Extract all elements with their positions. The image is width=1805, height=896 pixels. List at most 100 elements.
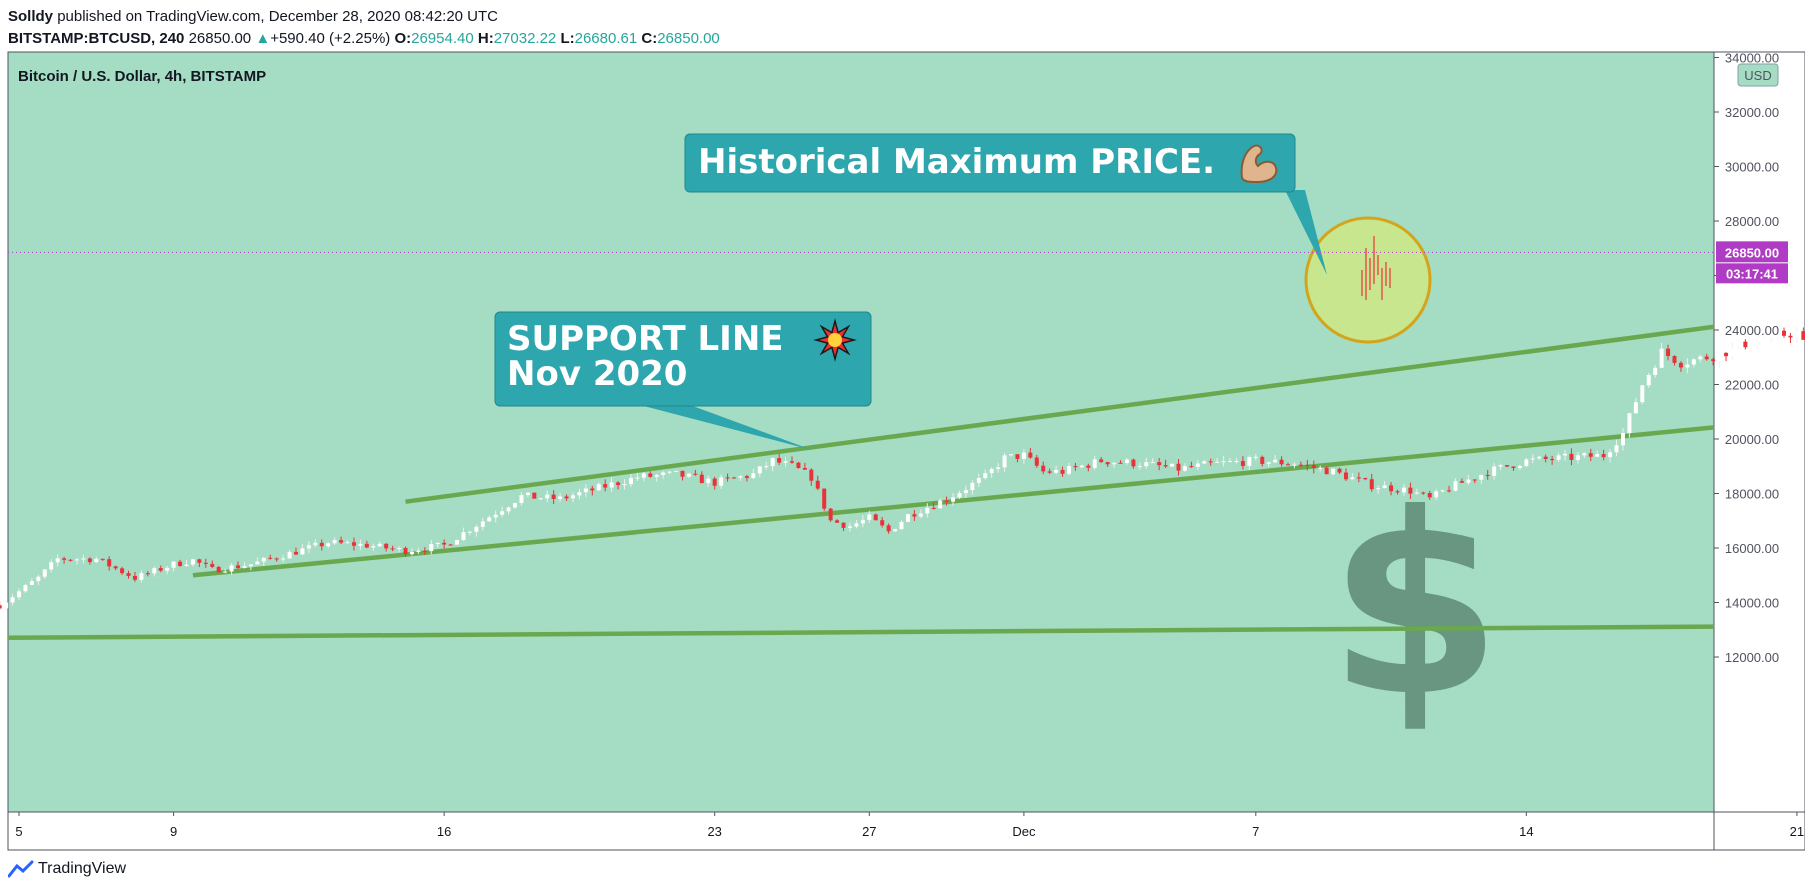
candle-body [564,496,569,499]
candle-body [1421,492,1426,494]
candle-body [1350,477,1355,480]
candle-body [1479,474,1484,480]
candle-body [1453,481,1458,491]
candle-body [1620,433,1625,446]
support-line[interactable] [0,622,1805,640]
candle-body [1659,348,1664,368]
candle-body [1331,468,1336,475]
candle-body [796,462,801,468]
candle-body [1614,445,1619,453]
max-price-callout[interactable] [684,133,1296,193]
candle-body [416,550,421,552]
support-callout-line2: Nov 2020 [507,354,687,394]
candle-body [648,473,653,477]
price-axis[interactable]: 12000.00 14000.00 16000.00 18000.00 20000.00… [8,51,1788,666]
candle-body [847,526,852,528]
candle-body [1788,335,1793,338]
candle-body [1556,455,1561,460]
flexed-biceps-icon [1240,144,1278,184]
tradingview-brand-label: TradingView [38,860,127,877]
candle-body [319,542,324,547]
candle-body [635,477,640,479]
highlight-circle-shape[interactable] [1304,216,1432,344]
candle-body [17,591,21,598]
candle-body [1678,362,1683,368]
candle-body [1376,488,1381,490]
candle-body [1118,462,1123,464]
candle-body [841,522,846,528]
candle-body [1389,485,1394,492]
candle-body [1575,455,1580,460]
candle-body [1015,454,1020,459]
ohlc-legend: BITSTAMP:BTCUSD, 240 26850.00 ▲+590.40 (… [8,28,720,49]
candles [0,325,1805,611]
candle-body [1530,458,1535,460]
candle-body [996,467,1001,469]
close-label: C: [641,30,658,47]
candle-body [10,597,15,603]
candle-body [609,482,614,488]
candle-body [1305,464,1310,466]
candle-body [351,542,356,546]
candle-body [1234,461,1239,463]
candle-body [764,466,769,468]
candle-body [983,473,988,479]
currency-badge-box [1737,63,1779,87]
candle-body [268,557,273,559]
candle-body [1459,481,1464,483]
candle-body [1588,453,1593,457]
candle-body [1144,462,1149,467]
price-tick-label: 28000.00 [1725,214,1779,229]
support-line[interactable] [405,254,1805,504]
candle-body [603,484,608,488]
candle-body [506,507,511,512]
candle-body [1208,461,1213,463]
candle-body [332,540,337,544]
candle-body [1047,471,1052,473]
candle-body [1601,454,1606,458]
candle-body [1073,466,1078,468]
low-value: 26680.61 [574,30,638,47]
last-price-tag-label: 26850.00 [1725,245,1779,260]
candle-body [339,540,344,543]
candle-body [23,584,28,592]
candle-body [1691,359,1696,365]
candle-body [1221,461,1226,463]
candle-body [899,521,904,530]
candle-body [519,495,524,503]
candle-body [712,478,717,486]
candle-body [1563,453,1567,456]
candle-body [422,550,427,552]
support-lines[interactable] [0,254,1805,640]
candle-body [577,492,582,496]
candle-body [409,551,414,555]
candle-body [223,571,228,573]
candle-body [1505,465,1510,467]
highlight-circle[interactable] [1304,216,1432,344]
time-axis[interactable]: 59162327Dec714212820215 [15,812,1805,839]
candle-body [1176,463,1181,471]
candle-body [403,547,408,555]
candle-body [358,543,363,546]
tradingview-brand[interactable]: TradingView [8,860,126,878]
candle-body [1640,385,1645,403]
candle-body [4,602,9,609]
candle-body [1440,490,1445,492]
candle-body [1157,462,1162,466]
callouts[interactable]: Historical Maximum PRICE. SUPPORT LINENov… [494,133,1327,450]
support-callout-pointer [640,405,812,450]
candle-body [1736,341,1741,348]
candle-body [970,482,975,491]
candle-body [525,492,530,496]
currency-badge[interactable]: USD [1737,63,1779,87]
candle-body [918,513,923,517]
candle-body [951,497,956,502]
support-line-callout[interactable] [494,311,872,407]
support-line[interactable] [192,382,1805,578]
candle-body [68,559,73,561]
last-price-tag[interactable] [1716,241,1788,263]
author-name[interactable]: Solldy [8,8,54,25]
chart-frame [7,51,1805,851]
candle-body [1170,463,1175,467]
